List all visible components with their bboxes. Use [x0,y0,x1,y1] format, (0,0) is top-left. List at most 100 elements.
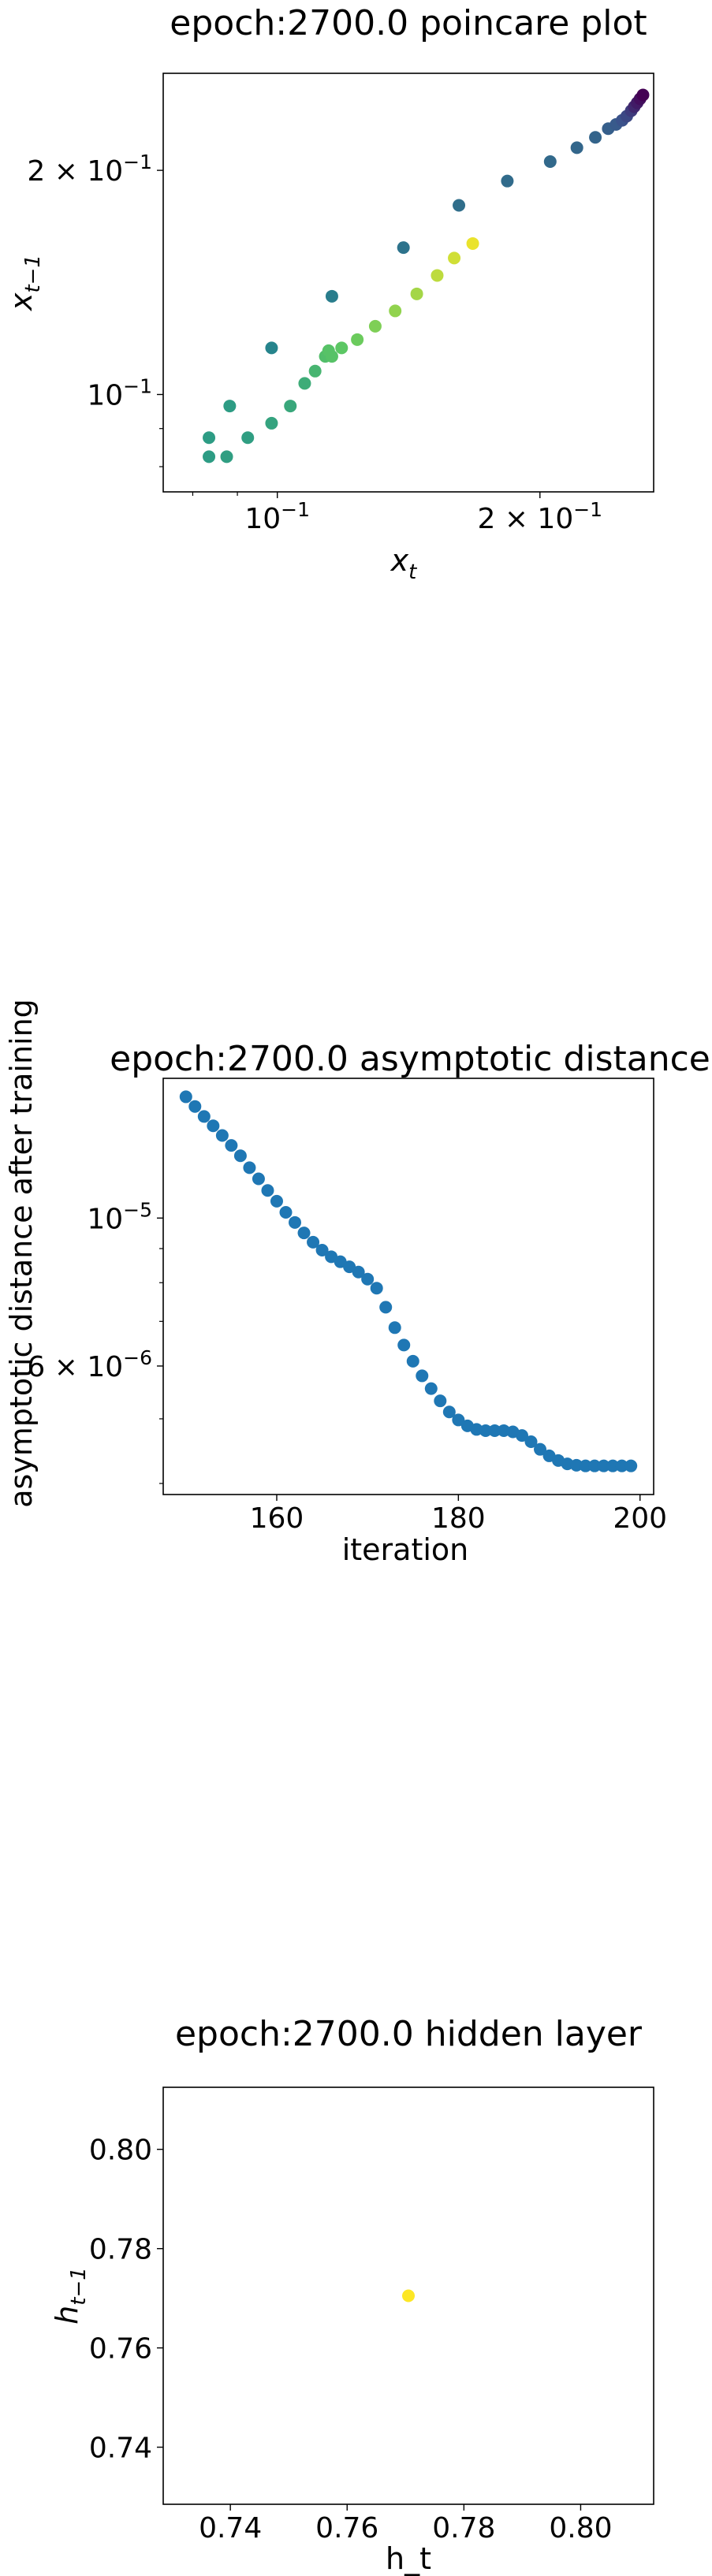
poincare-point [636,88,650,102]
poincare-point [220,450,233,463]
poincare-x-axis-label-main: x [390,543,409,578]
poincare-point [325,289,338,303]
poincare-point [223,400,237,413]
poincare-x-tick-label: 10−1 [244,498,310,535]
hidden-layer-y-tick-label: 0.80 [89,2135,152,2167]
poincare-point [466,236,479,250]
hidden-layer-x-tick-label: 0.78 [432,2512,495,2544]
asymptotic-point [434,1394,447,1408]
poincare-point [298,377,311,390]
asymptotic-point [479,1424,492,1437]
poincare-point [241,431,255,445]
asymptotic-point [307,1235,320,1249]
hidden-layer-y-tick-label: 0.78 [89,2234,152,2266]
asymptotic-point [488,1424,501,1437]
asymptotic-point [597,1459,610,1472]
asymptotic-point [624,1459,638,1472]
asymptotic-y-tick-label-base: 10 [87,1203,123,1235]
poincare-point [284,400,297,413]
asymptotic-point [188,1100,202,1113]
asymptotic-chart: epoch:2700.0 asymptotic distance 160 180 20… [4,999,710,1567]
poincare-point [265,416,278,430]
asymptotic-y-tick-label: 6 × 10−6 [27,1346,152,1383]
hidden-layer-point [402,2289,415,2302]
asymptotic-point [361,1272,375,1286]
hidden-layer-x-tick-label: 0.76 [315,2512,378,2544]
hidden-layer-y-axis-label-main: h [50,2306,84,2325]
asymptotic-point [579,1459,592,1472]
poincare-point [308,364,322,378]
poincare-y-axis-label-main: x [4,292,39,311]
asymptotic-point [261,1184,274,1197]
asymptotic-x-tick-label: 200 [613,1502,667,1535]
asymptotic-point [388,1321,401,1335]
asymptotic-y-tick-label-base: 6 × 10 [27,1351,123,1383]
poincare-x-axis-label: xt [390,543,418,584]
poincare-x-tick-label-exponent: −1 [281,498,310,521]
poincare-x-axis-label-subscript: t [408,560,417,584]
asymptotic-y-axis-label: asymptotic distance after training [4,999,39,1508]
asymptotic-point [233,1149,247,1163]
asymptotic-point [352,1265,365,1279]
poincare-point [570,141,583,154]
asymptotic-point [524,1435,538,1449]
poincare-x-tick-label-base: 10 [244,503,281,535]
poincare-point [589,131,602,144]
poincare-point [325,350,338,363]
poincare-y-tick-label-exponent: −1 [123,374,152,397]
asymptotic-point [606,1459,620,1472]
asymptotic-point [452,1413,465,1427]
poincare-y-axis-label-subscript: t−1 [21,255,45,293]
poincare-title: epoch:2700.0 poincare plot [170,3,647,43]
asymptotic-point [397,1338,411,1352]
asymptotic-point [515,1429,528,1442]
poincare-point [389,304,402,318]
poincare-y-tick-label-exponent: −1 [123,151,152,173]
poincare-x-tick-label: 2 × 10−1 [477,498,602,535]
asymptotic-point [370,1282,383,1295]
asymptotic-point [297,1227,311,1240]
hidden-layer-x-tick-label: 0.74 [199,2512,262,2544]
asymptotic-point [570,1458,583,1472]
asymptotic-point [379,1301,393,1314]
hidden-layer-chart: epoch:2700.0 hidden layer 0.74 0.76 0.78 0.8… [50,2014,654,2576]
poincare-plot-area [162,73,654,493]
poincare-y-tick-label-base: 2 × 10 [27,155,123,188]
poincare-point [335,341,349,355]
asymptotic-plot-area [162,1078,654,1495]
poincare-point [265,341,278,355]
asymptotic-point [416,1369,429,1383]
hidden-layer-x-tick-label: 0.80 [549,2512,612,2544]
asymptotic-point [270,1194,283,1208]
asymptotic-y-tick-label: 10−5 [87,1198,152,1235]
asymptotic-point [215,1129,229,1142]
poincare-point [543,154,557,168]
poincare-point [368,319,382,333]
poincare-y-tick-label: 2 × 10−1 [27,151,152,188]
poincare-y-axis-label: xt−1 [4,255,45,311]
asymptotic-title: epoch:2700.0 asymptotic distance [110,1039,710,1079]
asymptotic-point [406,1354,419,1368]
asymptotic-point [289,1215,302,1229]
poincare-x-tick-label-exponent: −1 [573,498,602,521]
asymptotic-y-tick-label-exponent: −6 [123,1346,152,1369]
hidden-layer-y-axis-label-subscript: t−1 [67,2267,91,2306]
asymptotic-point [534,1442,547,1456]
hidden-layer-y-tick-label: 0.76 [89,2333,152,2366]
poincare-point [501,174,514,188]
asymptotic-x-tick-label: 180 [431,1502,486,1535]
asymptotic-point [207,1119,220,1133]
hidden-layer-plot-area [162,2086,654,2505]
hidden-layer-y-axis-label: ht−1 [50,2267,91,2325]
poincare-y-tick-label-base: 10 [87,379,123,411]
poincare-point [431,269,444,282]
asymptotic-x-tick-label: 160 [250,1502,304,1535]
hidden-layer-x-axis-label: h_t [386,2541,431,2576]
hidden-layer-title: epoch:2700.0 hidden layer [175,2014,643,2054]
asymptotic-x-axis-label: iteration [342,1532,469,1567]
poincare-point [351,333,364,346]
asymptotic-point [588,1459,602,1472]
asymptotic-point [615,1459,628,1472]
